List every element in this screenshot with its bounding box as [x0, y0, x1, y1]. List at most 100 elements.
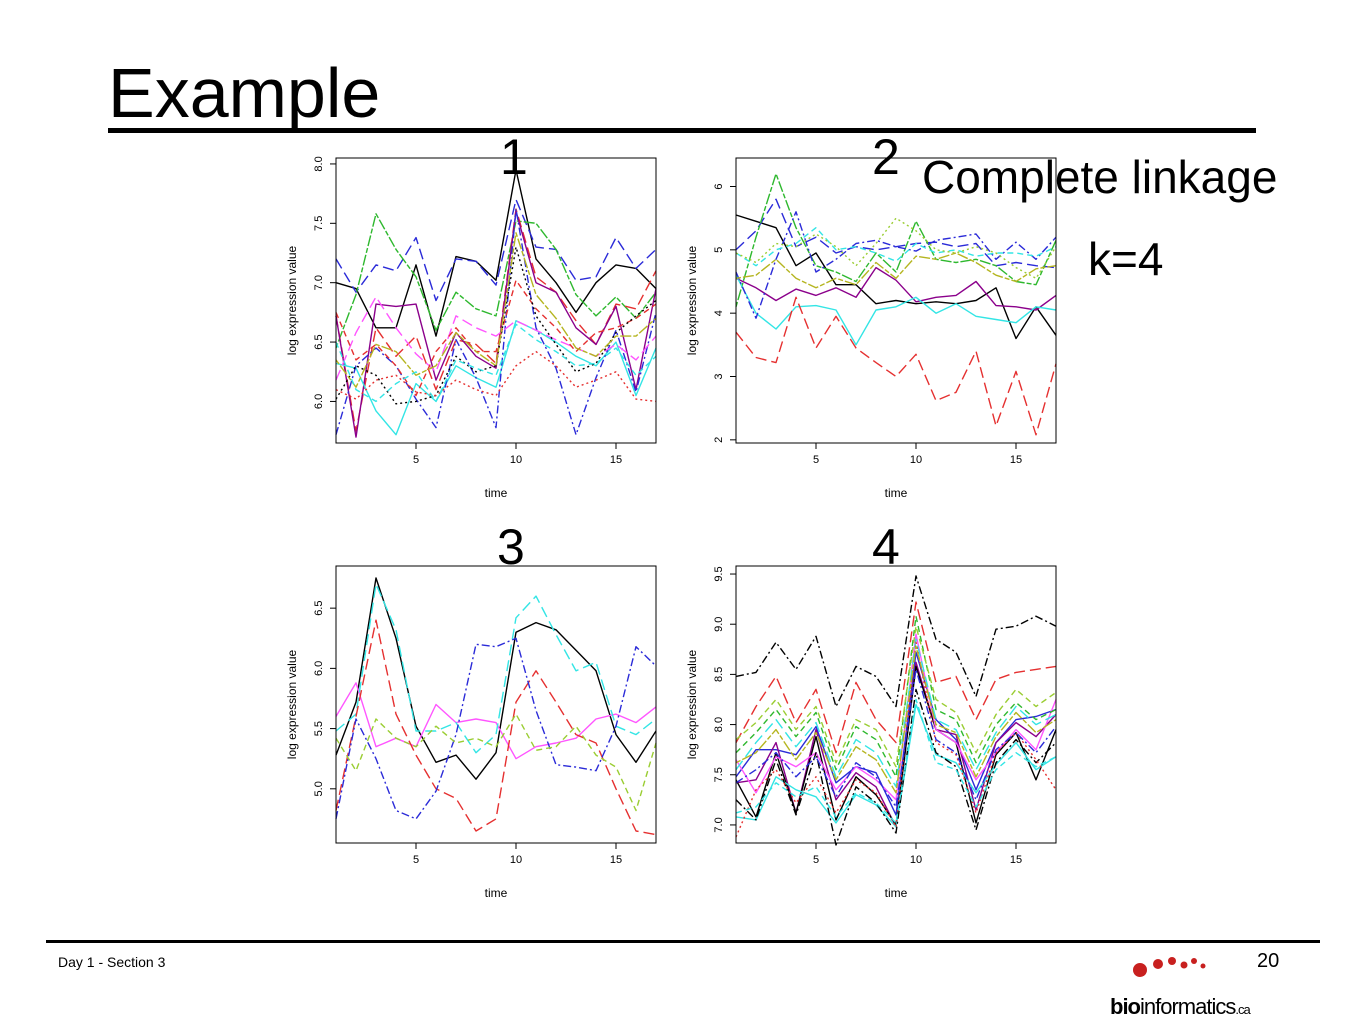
series-line [735, 226, 1057, 267]
series-line [335, 213, 657, 349]
x-tick-label: 15 [610, 854, 622, 866]
series-line [735, 645, 1057, 794]
cluster-number-4: 4 [872, 519, 900, 575]
chart-4: 5 10 15 7.0 7.5 8.0 8.5 9.0 9.5 time log expressio… [685, 565, 1057, 900]
series-line [335, 210, 657, 438]
logo-suffix: .ca [1235, 1002, 1250, 1017]
series-line [735, 211, 1057, 319]
series-line [335, 320, 657, 436]
y-tick-label: 3 [713, 373, 725, 379]
chart-1: 5 10 15 6.0 6.5 7.0 7.5 8.0 time log expression v… [285, 156, 657, 500]
series-line [335, 198, 657, 302]
series-line [735, 198, 1057, 269]
chart-3: 5 10 15 5.0 5.5 6.0 6.5 time log expression valu… [285, 565, 657, 900]
x-tick-label: 15 [610, 454, 622, 466]
y-tick-label: 7.0 [713, 817, 725, 832]
x-axis-label: time [485, 486, 508, 500]
y-tick-label: 8.5 [713, 667, 725, 682]
x-tick-label: 10 [910, 454, 922, 466]
y-tick-label: 8.0 [313, 156, 325, 171]
x-axis-label: time [885, 886, 908, 900]
bioinformatics-logo-icon [1133, 957, 1206, 977]
series-line [735, 296, 1057, 436]
series-line [335, 637, 657, 820]
series-line [735, 641, 1057, 838]
series-line [735, 601, 1057, 754]
cluster-number-2: 2 [872, 129, 900, 185]
x-tick-label: 15 [1010, 454, 1022, 466]
x-tick-label: 5 [813, 454, 819, 466]
plot-frame [735, 565, 1057, 844]
series-line [735, 633, 1057, 801]
series-line [735, 625, 1057, 768]
logo-main: informatics [1140, 994, 1236, 1019]
x-tick-label: 5 [413, 854, 419, 866]
series-line [335, 296, 657, 381]
x-tick-label: 10 [510, 854, 522, 866]
series-line [335, 323, 657, 403]
series-line [335, 208, 657, 436]
series-line [735, 274, 1057, 346]
method-label: Complete linkage [922, 151, 1278, 203]
y-tick-label: 5.5 [313, 721, 325, 736]
series-line [335, 169, 657, 337]
series-line [735, 252, 1057, 289]
series-line [735, 214, 1057, 340]
series-line [735, 665, 1057, 826]
y-tick-label: 6.5 [313, 334, 325, 349]
x-tick-label: 5 [413, 454, 419, 466]
x-axis-label: time [485, 886, 508, 900]
series-line [335, 279, 657, 397]
series-line [735, 638, 1057, 788]
logo-prefix: bio [1110, 994, 1141, 1019]
series-line [735, 173, 1057, 307]
cluster-number-1: 1 [500, 129, 528, 185]
series-line [735, 668, 1057, 808]
plot-frame [735, 157, 1057, 444]
series-line [335, 682, 657, 760]
x-tick-label: 5 [813, 854, 819, 866]
y-tick-label: 5.0 [313, 781, 325, 796]
footer-section: Day 1 - Section 3 [58, 954, 166, 970]
y-tick-label: 6.0 [313, 661, 325, 676]
y-axis-label: log expression value [285, 649, 299, 759]
series-line [335, 577, 657, 780]
y-tick-label: 7.5 [313, 216, 325, 231]
series-line [735, 615, 1057, 778]
series-line [735, 575, 1057, 708]
x-axis-label: time [885, 486, 908, 500]
x-tick-label: 10 [510, 454, 522, 466]
series-line [735, 698, 1057, 824]
k-label: k=4 [1088, 233, 1164, 285]
series-line [335, 619, 657, 836]
y-axis-label: log expression value [685, 649, 699, 759]
series-line [335, 583, 657, 754]
series-line [735, 703, 1057, 828]
cluster-charts: 5 10 15 6.0 6.5 7.0 7.5 8.0 time log expression v… [285, 156, 1057, 900]
y-axis-label: log expression value [685, 245, 699, 355]
series-line [735, 651, 1057, 816]
title-rule [108, 128, 1256, 133]
y-tick-label: 6 [713, 183, 725, 189]
y-tick-label: 6.0 [313, 394, 325, 409]
series-line [335, 232, 657, 388]
series-line [735, 688, 1057, 846]
logo-wordmark: bioinformatics.ca [1110, 994, 1251, 1020]
series-line [335, 713, 657, 812]
series-line [735, 266, 1057, 311]
footer-rule [46, 940, 1320, 943]
plot-frame [335, 565, 657, 844]
y-tick-label: 9.0 [713, 617, 725, 632]
page-number: 20 [1257, 950, 1280, 972]
y-tick-label: 2 [713, 437, 725, 443]
y-tick-label: 6.5 [313, 601, 325, 616]
y-axis-label: log expression value [285, 245, 299, 355]
y-tick-label: 7.0 [313, 275, 325, 290]
y-tick-label: 9.5 [713, 566, 725, 581]
x-tick-label: 15 [1010, 854, 1022, 866]
y-tick-label: 4 [713, 310, 725, 316]
plot-frame [335, 157, 657, 444]
chart-2: 5 10 15 2 3 4 5 6 time log expression value [685, 157, 1057, 500]
slide-title: Example [108, 54, 381, 132]
